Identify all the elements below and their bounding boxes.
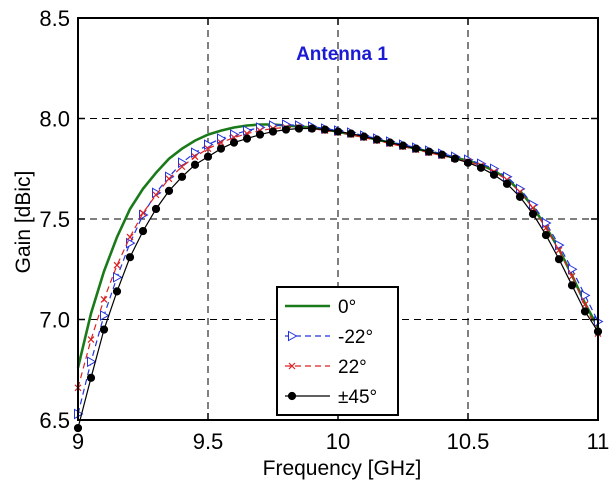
data-point	[580, 307, 590, 316]
legend-label: 0°	[338, 297, 356, 318]
data-point	[217, 139, 225, 147]
y-axis-label: Gain [dBic]	[12, 171, 35, 274]
data-point	[385, 138, 395, 147]
legend-item: ±45°	[285, 387, 377, 408]
data-point	[528, 209, 538, 219]
legend: 0° -22° 22° ±45°	[276, 286, 399, 416]
data-point	[126, 233, 134, 241]
x-tick-label: 9.5	[193, 429, 224, 454]
tick-labels: 9 9.5 10 10.5 11 6.5 7.0 7.5 8.0 8.5	[39, 6, 609, 454]
y-tick-label: 7.5	[39, 207, 70, 232]
data-point	[113, 271, 123, 283]
x-tick-label: 11	[587, 429, 610, 454]
data-point	[411, 144, 421, 153]
legend-item: 22°	[285, 357, 367, 378]
data-point	[203, 152, 213, 161]
data-point	[86, 373, 96, 382]
legend-item: -22°	[285, 327, 373, 348]
data-point	[268, 127, 278, 136]
data-point	[581, 290, 591, 301]
series-3	[73, 124, 603, 433]
data-point	[112, 287, 122, 296]
data-point	[152, 191, 160, 199]
data-point	[554, 255, 564, 264]
data-point	[99, 325, 109, 334]
data-point	[424, 147, 434, 156]
data-point	[100, 310, 110, 321]
data-point	[191, 153, 199, 161]
data-point	[190, 160, 200, 169]
data-point	[100, 295, 108, 303]
data-point	[125, 253, 135, 262]
data-point	[204, 145, 212, 153]
data-point	[359, 132, 369, 141]
data-point	[529, 204, 537, 212]
legend-label: 22°	[338, 357, 367, 378]
data-point	[165, 175, 173, 183]
y-tick-label: 6.5	[39, 408, 70, 433]
data-point	[568, 272, 576, 280]
data-point	[502, 179, 512, 188]
data-point	[178, 163, 186, 171]
x-axis-label: Frequency [GHz]	[263, 457, 422, 480]
data-point	[567, 281, 577, 290]
y-tick-label: 7.0	[39, 308, 70, 333]
x-tick-label: 10.5	[447, 429, 490, 454]
data-point	[216, 144, 226, 153]
data-point	[73, 423, 83, 433]
legend-item: 0°	[285, 297, 356, 318]
data-point	[437, 150, 447, 159]
data-point	[568, 263, 578, 275]
legend-marker	[287, 391, 297, 401]
data-point	[333, 127, 343, 136]
legend-box	[276, 286, 399, 416]
legend-marker	[288, 362, 296, 370]
data-point	[542, 217, 552, 229]
legend-label: ±45°	[338, 387, 377, 408]
data-point	[450, 154, 460, 163]
y-tick-label: 8.0	[39, 107, 70, 132]
data-point	[515, 192, 525, 201]
data-point	[242, 134, 252, 143]
data-point	[229, 138, 239, 147]
legend-label: -22°	[338, 327, 373, 348]
data-point	[255, 130, 265, 139]
series-layer	[73, 119, 604, 433]
data-point	[372, 135, 382, 144]
data-point	[489, 170, 499, 179]
data-point	[555, 246, 563, 254]
data-point	[307, 124, 317, 133]
data-point	[177, 172, 187, 181]
data-point	[346, 129, 356, 138]
x-tick-label: 9	[72, 429, 84, 454]
chart-title: Antenna 1	[296, 44, 388, 65]
data-point	[320, 125, 330, 134]
data-point	[463, 158, 473, 167]
data-point	[151, 204, 161, 214]
data-point	[138, 226, 148, 236]
data-point	[294, 124, 304, 133]
data-point	[542, 224, 550, 232]
tick-marks	[77, 17, 599, 421]
data-point	[398, 141, 408, 150]
data-point	[164, 186, 174, 195]
data-point	[476, 163, 486, 172]
data-point	[281, 125, 291, 134]
x-tick-label: 10	[326, 429, 350, 454]
grid-lines	[78, 18, 598, 420]
data-point	[87, 336, 95, 344]
data-point	[541, 230, 551, 240]
data-point	[139, 209, 147, 217]
data-point	[87, 356, 97, 368]
legend-marker	[288, 330, 298, 342]
y-tick-label: 8.5	[39, 6, 70, 31]
data-point	[113, 261, 121, 269]
